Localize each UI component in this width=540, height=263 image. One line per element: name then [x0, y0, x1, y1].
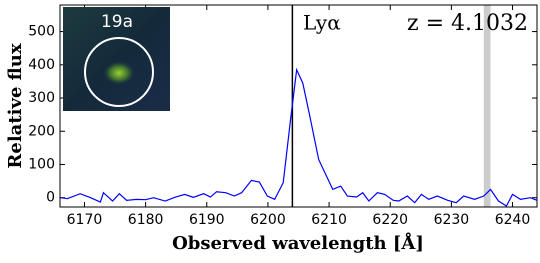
y-axis-label: Relative flux — [5, 43, 26, 168]
x-tick-label: 6190 — [189, 212, 225, 228]
y-tick-label: 0 — [46, 190, 55, 206]
inset-aperture — [84, 37, 154, 107]
x-tick-label: 6170 — [67, 212, 103, 228]
x-axis-label: Observed wavelength [Å] — [172, 231, 424, 254]
y-tick-label: 500 — [28, 24, 55, 40]
y-tick-label: 200 — [28, 123, 55, 139]
y-tick-label: 400 — [28, 57, 55, 73]
y-tick-label: 100 — [28, 156, 55, 172]
plot-area: 0 100 200 300 400 500 6170 6180 6190 6200 6210 6220… — [28, 4, 538, 228]
spectrum-line — [60, 67, 538, 207]
inset-source — [103, 61, 135, 85]
x-tick-label: 6240 — [495, 212, 531, 228]
inset-image: 19a — [63, 7, 170, 111]
inset-label: 19a — [101, 12, 133, 32]
redshift-annotation: z = 4.1032 — [407, 11, 528, 36]
axes-frame — [59, 4, 538, 208]
shaded-band — [483, 5, 491, 207]
inset-background — [63, 7, 170, 111]
x-tick-label: 6230 — [434, 212, 470, 228]
line-annotation: Lyα — [303, 11, 341, 35]
x-tick-label: 6180 — [128, 212, 164, 228]
x-tick-label: 6210 — [311, 212, 347, 228]
x-tick-label: 6200 — [250, 212, 286, 228]
x-tick-label: 6220 — [372, 212, 408, 228]
y-tick-label: 300 — [28, 90, 55, 106]
